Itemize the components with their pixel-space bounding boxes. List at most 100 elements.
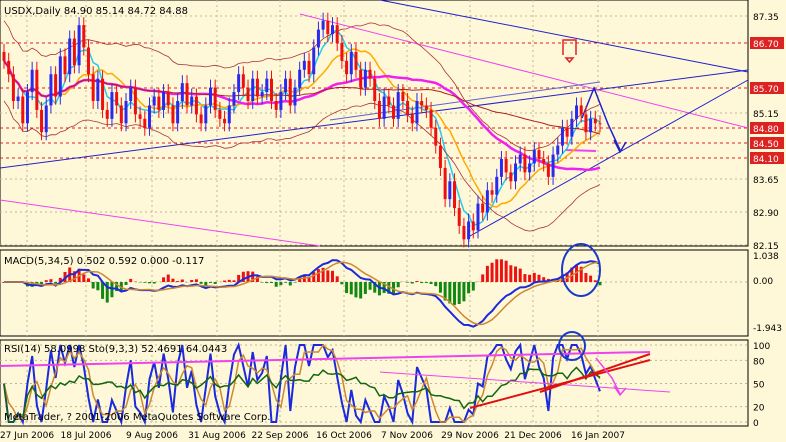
candle-body (138, 114, 142, 119)
magenta-lower-line (0, 199, 321, 247)
candle-body (438, 145, 442, 168)
macd-bar (382, 282, 386, 293)
date-label: 18 Jul 2006 (61, 431, 112, 441)
macd-bar (260, 282, 264, 283)
candle-body (11, 74, 15, 101)
candle-body (434, 127, 438, 146)
macd-bar (302, 275, 306, 282)
candle-body (255, 78, 259, 97)
candle-body (593, 118, 597, 124)
macd-bar (227, 279, 231, 282)
candle-body (523, 154, 527, 173)
candle-body (77, 25, 81, 66)
candle-body (340, 43, 344, 61)
price-label: 82.90 (753, 209, 779, 219)
candle-body (457, 208, 461, 226)
price-axis: 87.35 86.70 85.70 85.15 84.80 84.50 84.10 83.65… (750, 13, 784, 252)
rsi-highlight-circle (558, 331, 586, 361)
candle-body (190, 96, 194, 106)
candle-body (115, 92, 119, 106)
macd-bar (392, 282, 396, 294)
rsi-sto-lines (3, 341, 601, 426)
macd-bar (448, 282, 452, 304)
signal-icon (562, 39, 577, 64)
price-level-tag (750, 152, 784, 164)
price-level-tag (750, 82, 784, 94)
date-label: 29 Nov 2006 (441, 431, 499, 441)
macd-bar (213, 282, 217, 284)
candle-body (162, 92, 166, 110)
candle-body (368, 69, 372, 79)
rsi-line (3, 366, 601, 423)
macd-bar (237, 274, 241, 282)
macd-panel[interactable] (0, 249, 749, 337)
price-level-tag (750, 122, 784, 134)
candle-body (542, 159, 546, 164)
macd-bar (298, 277, 302, 282)
candle-body (321, 20, 325, 30)
candle-body (377, 101, 381, 119)
candle-body (302, 60, 306, 70)
candle-body (584, 114, 588, 133)
macd-bar (420, 282, 424, 284)
macd-bar (438, 282, 442, 293)
candle-body (265, 78, 269, 93)
candle-body (504, 159, 508, 173)
candle-body (392, 105, 396, 119)
candle-body (485, 190, 489, 213)
candle-body (359, 69, 363, 88)
macd-bar (96, 282, 100, 291)
candle-body (363, 69, 367, 88)
macd-bar (152, 282, 156, 284)
macd-bar (537, 274, 541, 282)
upper-band-line (3, 20, 601, 152)
price-label: 84.80 (753, 125, 779, 135)
macd-bar (593, 280, 597, 282)
price-label: 84.50 (753, 140, 779, 150)
candle-body (293, 87, 297, 106)
candle-body (213, 87, 217, 110)
candle-body (532, 150, 536, 164)
macd-bar (490, 262, 494, 282)
macd-bar (101, 282, 105, 299)
candle-body (269, 78, 273, 101)
candle-body (232, 92, 236, 106)
candle-body (288, 78, 292, 106)
candle-body (518, 154, 522, 164)
candle-body (387, 96, 391, 106)
candle-body (251, 78, 255, 101)
candle-body (204, 105, 208, 124)
candle-body (21, 96, 25, 124)
macd-bar (481, 274, 485, 282)
candle-body (49, 74, 53, 106)
date-label: 9 Aug 2006 (126, 431, 178, 441)
main-header: USDX,Daily 84.90 85.14 84.72 84.88 (4, 6, 188, 17)
candle-body (199, 114, 203, 124)
candle-body (326, 20, 330, 35)
candle-body (237, 74, 241, 93)
candle-body (119, 105, 123, 124)
price-label: 84.10 (753, 155, 779, 165)
price-label: 85.15 (753, 110, 779, 120)
candle-body (481, 203, 485, 213)
macd-bar (274, 282, 278, 287)
long-downtrend-line (379, 0, 749, 73)
candle-body (443, 167, 447, 200)
candle-body (133, 87, 137, 115)
candle-body (63, 56, 67, 75)
candle-body (448, 181, 452, 200)
candle-body (185, 83, 189, 106)
candle-body (143, 118, 147, 128)
macd-bar (223, 280, 227, 282)
macd-bar (542, 277, 546, 282)
candle-body (58, 56, 62, 97)
macd-bar (345, 282, 349, 294)
candle-body (176, 101, 180, 124)
candle-body (54, 74, 58, 97)
macd-bar (424, 282, 428, 283)
candle-body (556, 145, 560, 155)
macd-bar (495, 259, 499, 282)
date-label: 21 Dec 2006 (504, 431, 562, 441)
candle-body (284, 78, 288, 93)
